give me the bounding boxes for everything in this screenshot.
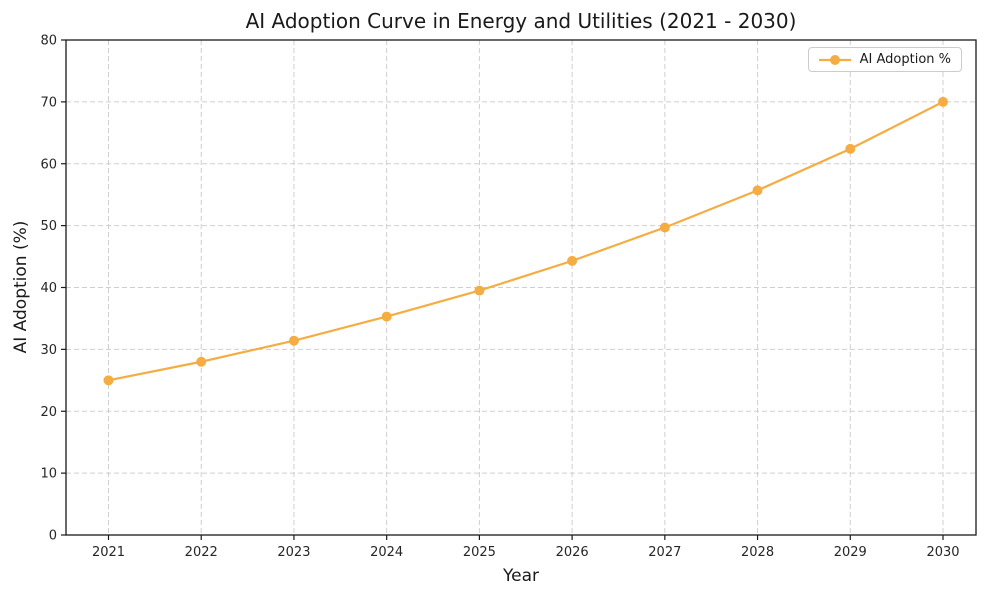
x-tick-label: 2022 bbox=[185, 545, 218, 560]
data-point bbox=[845, 143, 856, 154]
data-point bbox=[752, 185, 763, 196]
y-tick-label: 50 bbox=[40, 219, 57, 234]
y-axis-label: AI Adoption (%) bbox=[11, 220, 31, 354]
legend-line-marker-icon bbox=[818, 54, 851, 65]
y-tick-label: 40 bbox=[40, 281, 57, 296]
legend-label: AI Adoption % bbox=[859, 52, 951, 67]
y-tick-label: 30 bbox=[40, 343, 57, 358]
data-point bbox=[381, 311, 392, 322]
x-tick-label: 2029 bbox=[834, 545, 867, 560]
x-tick-label: 2023 bbox=[277, 545, 310, 560]
x-tick-label: 2028 bbox=[741, 545, 774, 560]
x-axis-label: Year bbox=[503, 566, 539, 586]
x-tick-label: 2030 bbox=[926, 545, 959, 560]
x-tick-label: 2021 bbox=[92, 545, 125, 560]
y-tick-label: 0 bbox=[49, 529, 57, 544]
data-point bbox=[288, 335, 299, 346]
data-point bbox=[567, 255, 578, 266]
y-tick-label: 20 bbox=[40, 405, 57, 420]
y-tick-label: 60 bbox=[40, 157, 57, 172]
data-point bbox=[474, 285, 485, 296]
y-tick-label: 10 bbox=[40, 467, 57, 482]
x-tick-label: 2026 bbox=[556, 545, 589, 560]
data-point bbox=[103, 375, 114, 386]
data-point bbox=[196, 356, 207, 367]
x-tick-label: 2025 bbox=[463, 545, 496, 560]
y-tick-label: 70 bbox=[40, 95, 57, 110]
data-point bbox=[659, 222, 670, 233]
y-tick-label: 80 bbox=[40, 34, 57, 49]
x-tick-label: 2024 bbox=[370, 545, 403, 560]
data-line bbox=[107, 100, 945, 382]
data-point bbox=[938, 96, 948, 107]
legend: AI Adoption % bbox=[807, 47, 962, 72]
x-tick-label: 2027 bbox=[648, 545, 681, 560]
chart-title: AI Adoption Curve in Energy and Utilitie… bbox=[245, 9, 797, 33]
